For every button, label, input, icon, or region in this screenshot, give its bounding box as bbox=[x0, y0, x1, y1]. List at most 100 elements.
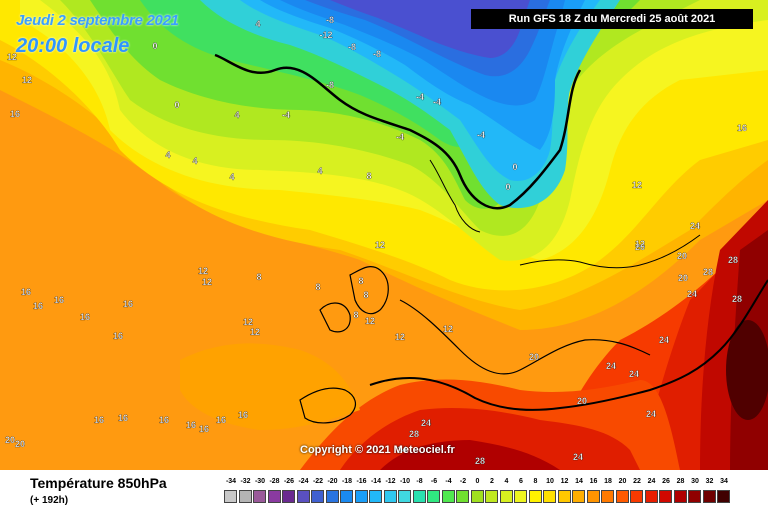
legend-tick: 6 bbox=[519, 478, 523, 485]
isotherm-label: -8 bbox=[373, 49, 381, 59]
legend-swatch bbox=[441, 490, 455, 503]
legend-tick: -12 bbox=[385, 478, 396, 485]
isotherm-label: -4 bbox=[477, 130, 485, 140]
legend-swatch bbox=[296, 490, 310, 503]
isotherm-label: 20 bbox=[678, 273, 688, 283]
legend-swatch bbox=[543, 490, 556, 503]
isotherm-label: 16 bbox=[21, 287, 31, 297]
isotherm-label: 16 bbox=[54, 295, 64, 305]
isotherm-label: 12 bbox=[632, 180, 642, 190]
legend-swatch bbox=[412, 490, 426, 503]
isotherm-label: -8 bbox=[348, 42, 356, 52]
legend-swatch bbox=[398, 490, 411, 503]
legend-footer: Température 850hPa (+ 192h) -34 -32 -30 -28… bbox=[0, 470, 768, 512]
legend-swatch bbox=[253, 490, 266, 503]
legend-swatch bbox=[354, 490, 368, 503]
isotherm-label: 12 bbox=[250, 327, 260, 337]
isotherm-label: 16 bbox=[737, 123, 747, 133]
isotherm-label: 28 bbox=[475, 456, 485, 466]
map-title: Température 850hPa bbox=[30, 475, 167, 491]
legend-swatch bbox=[383, 490, 397, 503]
isotherm-label: 20 bbox=[5, 435, 15, 445]
isotherm-label: 0 bbox=[174, 100, 179, 110]
temperature-field bbox=[0, 0, 768, 470]
forecast-lead-time: (+ 192h) bbox=[30, 495, 69, 506]
legend-swatch bbox=[282, 490, 295, 503]
legend-swatch bbox=[427, 490, 440, 503]
legend-tick: -34 bbox=[225, 478, 237, 485]
legend-tick: 18 bbox=[604, 478, 612, 485]
isotherm-label: 20 bbox=[635, 242, 645, 252]
isotherm-label: 12 bbox=[635, 239, 645, 249]
legend-tick: 28 bbox=[676, 478, 685, 485]
legend-swatch bbox=[456, 490, 469, 503]
isotherm-label: 4 bbox=[192, 156, 197, 166]
legend-swatch bbox=[224, 490, 237, 503]
isotherm-label: 4 bbox=[255, 19, 260, 29]
legend-tick: -2 bbox=[459, 478, 467, 485]
isotherm-label: 4 bbox=[229, 172, 234, 182]
legend-tick: 20 bbox=[618, 478, 627, 485]
isotherm-label: 8 bbox=[358, 276, 363, 286]
legend-tick: -6 bbox=[430, 478, 438, 485]
legend-swatch bbox=[514, 490, 527, 503]
isotherm-label: 16 bbox=[199, 424, 209, 434]
isotherm-label: -8 bbox=[326, 15, 334, 25]
legend-tick: 0 bbox=[475, 478, 480, 485]
isotherm-label: 28 bbox=[732, 294, 742, 304]
isotherm-label: 0 bbox=[505, 182, 510, 192]
isotherm-label: 12 bbox=[365, 316, 375, 326]
legend-swatch bbox=[702, 490, 716, 503]
isotherm-label: -4 bbox=[433, 97, 441, 107]
isotherm-label: 8 bbox=[256, 272, 261, 282]
isotherm-label: 24 bbox=[646, 409, 656, 419]
legend-tick: -32 bbox=[240, 478, 251, 485]
legend-tick: -24 bbox=[298, 478, 309, 485]
isotherm-label: 28 bbox=[728, 255, 738, 265]
isotherm-label: 28 bbox=[409, 429, 419, 439]
legend-swatch bbox=[267, 490, 281, 503]
legend-tick: 34 bbox=[720, 478, 728, 485]
legend-tick: -14 bbox=[370, 478, 382, 485]
legend-swatch bbox=[325, 490, 339, 503]
temperature-map: -8 -12 -8 -8 -8 -4 -4 -4 -4 0 0 4 4 4 4 4 -4 0 0 4 8 8 8 8 8 8 12 1… bbox=[0, 0, 768, 470]
isotherm-label: 24 bbox=[573, 452, 583, 462]
forecast-time: 20:00 locale bbox=[16, 35, 130, 57]
legend-tick: -28 bbox=[269, 478, 280, 485]
model-run-label: Run GFS 18 Z du Mercredi 25 août 2021 bbox=[471, 9, 753, 29]
legend-swatch bbox=[528, 490, 542, 503]
legend-tick: -18 bbox=[341, 478, 353, 485]
isotherm-label: 12 bbox=[243, 317, 253, 327]
legend-swatch bbox=[311, 490, 324, 503]
isotherm-label: -4 bbox=[396, 132, 404, 142]
isotherm-label: -4 bbox=[282, 110, 290, 120]
isotherm-label: -12 bbox=[319, 30, 332, 40]
isotherm-label: 24 bbox=[397, 445, 407, 455]
legend-swatch bbox=[340, 490, 353, 503]
isotherm-label: 12 bbox=[22, 75, 32, 85]
legend-tick: 8 bbox=[533, 478, 538, 485]
legend-tick: 2 bbox=[490, 478, 494, 485]
legend-swatch bbox=[601, 490, 614, 503]
legend-tick: -26 bbox=[283, 478, 295, 485]
isotherm-label: 16 bbox=[123, 299, 133, 309]
isotherm-label: 16 bbox=[113, 331, 123, 341]
isotherm-label: 24 bbox=[687, 289, 697, 299]
legend-swatch bbox=[615, 490, 629, 503]
legend-swatch bbox=[630, 490, 643, 503]
legend-swatch bbox=[557, 490, 571, 503]
legend-swatch bbox=[659, 490, 672, 503]
isotherm-label: 24 bbox=[690, 221, 700, 231]
isotherm-label: -4 bbox=[416, 92, 424, 102]
isotherm-label: 8 bbox=[363, 290, 368, 300]
legend-swatch bbox=[673, 490, 687, 503]
isotherm-label: 8 bbox=[315, 282, 320, 292]
legend-tick: -30 bbox=[254, 478, 266, 485]
isotherm-label: 16 bbox=[80, 312, 90, 322]
legend-tick: -22 bbox=[312, 478, 324, 485]
legend-tick: 24 bbox=[647, 478, 656, 485]
isotherm-label: 12 bbox=[395, 332, 405, 342]
isotherm-label: 4 bbox=[317, 166, 322, 176]
isotherm-label: 12 bbox=[198, 266, 208, 276]
isotherm-label: 16 bbox=[10, 109, 20, 119]
